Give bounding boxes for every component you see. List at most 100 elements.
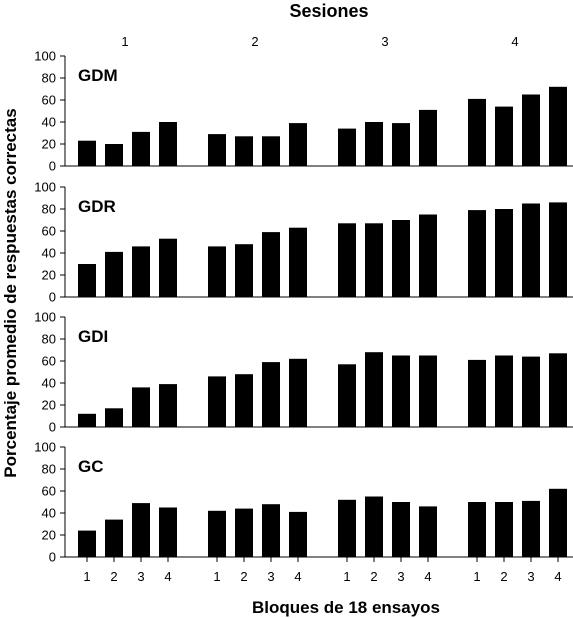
bar — [132, 246, 150, 297]
bar — [159, 238, 177, 297]
bar — [522, 356, 540, 427]
y-tick-label: 100 — [34, 440, 56, 455]
bar — [78, 140, 96, 166]
y-tick-label: 40 — [42, 115, 56, 130]
bar — [549, 202, 567, 297]
x-tick-label: 4 — [294, 569, 301, 584]
x-tick-label: 1 — [83, 569, 90, 584]
y-tick-label: 40 — [42, 506, 56, 521]
bar — [468, 98, 486, 166]
bar — [78, 413, 96, 427]
bar — [105, 251, 123, 297]
bar — [392, 123, 410, 166]
x-tick-label: 2 — [370, 569, 377, 584]
y-tick-label: 60 — [42, 93, 56, 108]
bar — [419, 214, 437, 297]
bar — [78, 264, 96, 297]
bar — [289, 358, 307, 427]
bar — [549, 86, 567, 166]
x-tick-label: 4 — [164, 569, 171, 584]
y-tick-label: 20 — [42, 268, 56, 283]
bar — [262, 362, 280, 427]
bar — [159, 507, 177, 557]
bar — [235, 508, 253, 557]
y-axis-label: Porcentaje promedio de respuestas correc… — [1, 108, 20, 477]
bar — [159, 122, 177, 166]
bar — [105, 408, 123, 427]
x-tick-label: 3 — [397, 569, 404, 584]
bar — [262, 232, 280, 297]
y-tick-label: 80 — [42, 332, 56, 347]
y-tick-label: 80 — [42, 462, 56, 477]
x-tick-label: 4 — [554, 569, 561, 584]
group-label-gdm: GDM — [78, 66, 118, 85]
bar — [419, 355, 437, 427]
session-label-2: 2 — [251, 34, 258, 49]
bar — [235, 374, 253, 427]
bar — [419, 109, 437, 166]
y-tick-label: 100 — [34, 180, 56, 195]
group-label-gdi: GDI — [78, 327, 108, 346]
bar — [105, 519, 123, 557]
bar — [208, 134, 226, 166]
x-tick-label: 3 — [267, 569, 274, 584]
session-label-1: 1 — [121, 34, 128, 49]
bar — [338, 499, 356, 557]
bar — [132, 503, 150, 557]
x-tick-label: 2 — [110, 569, 117, 584]
bar — [365, 122, 383, 166]
y-tick-label: 40 — [42, 246, 56, 261]
y-tick-label: 100 — [34, 49, 56, 64]
y-tick-label: 80 — [42, 71, 56, 86]
y-tick-label: 20 — [42, 398, 56, 413]
y-tick-label: 0 — [49, 159, 56, 174]
bar — [235, 244, 253, 297]
bar — [419, 506, 437, 557]
bar — [392, 355, 410, 427]
y-tick-label: 40 — [42, 376, 56, 391]
y-tick-label: 20 — [42, 528, 56, 543]
bar — [262, 504, 280, 557]
bar — [365, 352, 383, 427]
x-tick-label: 2 — [500, 569, 507, 584]
bar — [289, 123, 307, 166]
bar — [289, 227, 307, 297]
bar — [365, 496, 383, 557]
bar — [105, 144, 123, 166]
y-tick-label: 0 — [49, 420, 56, 435]
bar — [262, 136, 280, 166]
bar — [522, 94, 540, 166]
y-tick-label: 60 — [42, 354, 56, 369]
x-tick-label: 1 — [213, 569, 220, 584]
y-tick-label: 80 — [42, 202, 56, 217]
y-tick-label: 0 — [49, 550, 56, 565]
bar — [289, 511, 307, 557]
x-tick-label: 4 — [424, 569, 431, 584]
x-tick-label: 1 — [343, 569, 350, 584]
x-axis-label: Bloques de 18 ensayos — [252, 598, 440, 617]
x-tick-label: 3 — [527, 569, 534, 584]
session-label-3: 3 — [381, 34, 388, 49]
chart-title: Sesiones — [289, 1, 368, 21]
bar — [78, 530, 96, 557]
bar — [468, 359, 486, 427]
bar — [392, 502, 410, 557]
bar — [495, 355, 513, 427]
bar — [338, 223, 356, 297]
bar — [159, 384, 177, 427]
y-tick-label: 20 — [42, 137, 56, 152]
bar — [549, 488, 567, 557]
bar — [235, 136, 253, 166]
session-label-4: 4 — [511, 34, 518, 49]
bar — [365, 223, 383, 297]
bar — [522, 500, 540, 557]
y-tick-label: 60 — [42, 484, 56, 499]
bar — [208, 510, 226, 557]
y-tick-label: 100 — [34, 310, 56, 325]
group-label-gc: GC — [78, 457, 104, 476]
group-label-gdr: GDR — [78, 197, 116, 216]
bar — [522, 203, 540, 297]
y-tick-label: 0 — [49, 290, 56, 305]
bar — [132, 387, 150, 427]
